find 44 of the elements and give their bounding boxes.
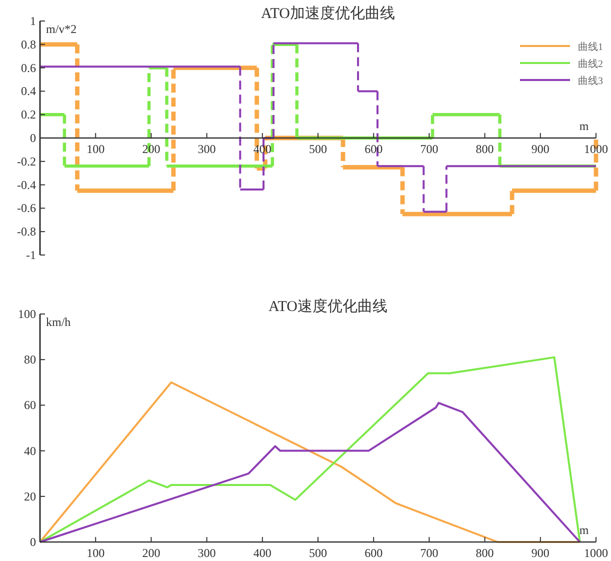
x-tick-label: 800 bbox=[476, 546, 494, 560]
y-tick-label: 20 bbox=[24, 489, 36, 504]
chart-title: ATO速度优化曲线 bbox=[268, 298, 388, 315]
x-axis-title: m bbox=[579, 523, 590, 537]
y-axis-title: m/v*2 bbox=[46, 22, 77, 36]
y-tick-label: 0.8 bbox=[21, 37, 36, 52]
chart-title: ATO加速度优化曲线 bbox=[261, 5, 395, 22]
x-tick-label: 600 bbox=[364, 546, 383, 560]
legend-label: 曲线3 bbox=[578, 75, 603, 87]
y-tick-label: 1 bbox=[30, 14, 36, 28]
x-tick-label: 1000 bbox=[584, 546, 608, 560]
x-tick-label: 400 bbox=[253, 546, 272, 560]
legend-label: 曲线1 bbox=[578, 41, 603, 53]
x-tick-label: 300 bbox=[198, 546, 216, 560]
y-tick-label: -0.8 bbox=[17, 224, 36, 239]
x-tick-label: 900 bbox=[531, 142, 550, 156]
legend-label: 曲线2 bbox=[578, 58, 603, 70]
x-tick-label: 900 bbox=[531, 546, 550, 560]
y-tick-label: 0.6 bbox=[21, 60, 36, 75]
y-tick-label: 80 bbox=[24, 352, 36, 367]
x-tick-label: 500 bbox=[309, 546, 327, 560]
x-tick-label: 700 bbox=[420, 142, 438, 156]
x-tick-label: 200 bbox=[142, 546, 160, 560]
x-axis-title: m bbox=[579, 119, 590, 133]
y-tick-label: -0.2 bbox=[17, 154, 36, 168]
y-tick-label: -1 bbox=[26, 248, 36, 262]
x-tick-label: 700 bbox=[420, 546, 438, 560]
y-axis-title: km/h bbox=[46, 315, 71, 329]
x-tick-label: 800 bbox=[476, 142, 494, 156]
x-tick-label: 100 bbox=[86, 142, 105, 156]
x-tick-label: 100 bbox=[86, 546, 105, 560]
x-tick-label: 1000 bbox=[584, 142, 608, 156]
y-tick-label: 100 bbox=[18, 307, 36, 321]
y-tick-label: 0.4 bbox=[21, 84, 36, 98]
y-tick-label: 0 bbox=[30, 535, 36, 549]
x-tick-label: 600 bbox=[364, 142, 383, 156]
x-tick-label: 300 bbox=[198, 142, 216, 156]
y-tick-label: 0.2 bbox=[21, 108, 36, 122]
y-tick-label: -0.4 bbox=[17, 178, 36, 192]
y-tick-label: 40 bbox=[24, 444, 36, 458]
y-tick-label: 0 bbox=[30, 131, 36, 145]
x-tick-label: 500 bbox=[309, 142, 327, 156]
y-tick-label: -0.6 bbox=[17, 201, 36, 216]
y-tick-label: 60 bbox=[24, 398, 36, 412]
